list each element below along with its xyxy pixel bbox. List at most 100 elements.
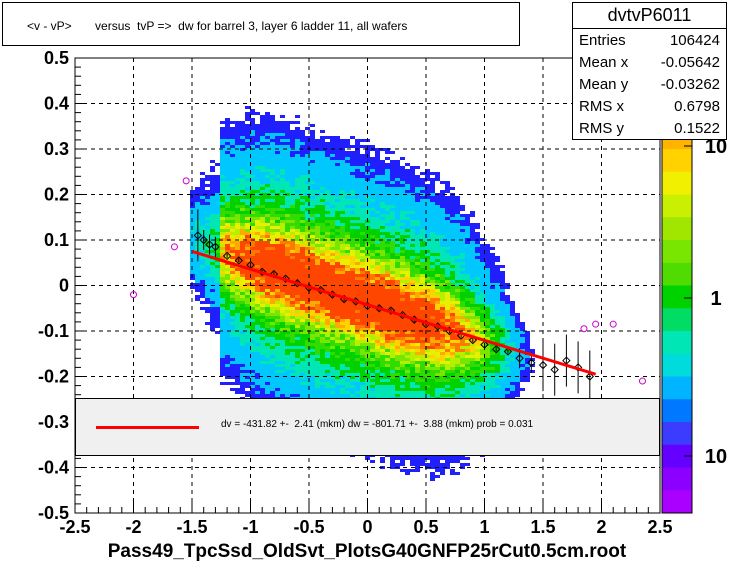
heatmap-cell — [430, 298, 435, 301]
heatmap-cell — [450, 352, 455, 355]
heatmap-cell — [195, 298, 200, 301]
heatmap-cell — [285, 361, 290, 364]
heatmap-cell — [335, 319, 340, 322]
heatmap-cell — [455, 316, 460, 319]
heatmap-cell — [370, 331, 375, 334]
heatmap-cell — [350, 190, 355, 193]
heatmap-cell — [295, 388, 300, 391]
heatmap-cell — [450, 337, 455, 340]
heatmap-cell — [375, 364, 380, 367]
heatmap-cell — [245, 283, 250, 286]
heatmap-cell — [300, 385, 305, 388]
heatmap-cell — [260, 289, 265, 292]
heatmap-cell — [430, 199, 435, 202]
heatmap-cell — [235, 130, 240, 133]
heatmap-cell — [315, 286, 320, 289]
heatmap-cell — [255, 295, 260, 298]
heatmap-cell — [380, 226, 385, 229]
heatmap-cell — [300, 334, 305, 337]
heatmap-cell — [430, 295, 435, 298]
heatmap-cell — [315, 292, 320, 295]
heatmap-cell — [225, 232, 230, 235]
heatmap-cell — [245, 187, 250, 190]
heatmap-cell — [450, 211, 455, 214]
heatmap-cell — [325, 256, 330, 259]
heatmap-cell — [235, 292, 240, 295]
heatmap-cell — [355, 205, 360, 208]
heatmap-cell — [290, 370, 295, 373]
heatmap-cell — [315, 358, 320, 361]
heatmap-cell — [315, 265, 320, 268]
heatmap-cell — [250, 190, 255, 193]
heatmap-cell — [220, 235, 225, 238]
heatmap-cell — [245, 229, 250, 232]
heatmap-cell — [365, 181, 370, 184]
heatmap-cell — [250, 352, 255, 355]
heatmap-cell — [350, 382, 355, 385]
heatmap-cell — [335, 190, 340, 193]
heatmap-cell — [230, 184, 235, 187]
heatmap-cell — [225, 274, 230, 277]
heatmap-cell — [240, 130, 245, 133]
heatmap-cell — [330, 268, 335, 271]
heatmap-cell — [200, 259, 205, 262]
heatmap-cell — [370, 346, 375, 349]
heatmap-cell — [200, 286, 205, 289]
heatmap-cell — [300, 352, 305, 355]
heatmap-cell — [240, 190, 245, 193]
heatmap-cell — [320, 136, 325, 139]
heatmap-cell — [345, 358, 350, 361]
heatmap-cell — [210, 271, 215, 274]
heatmap-cell — [225, 370, 230, 373]
heatmap-cell — [375, 217, 380, 220]
heatmap-cell — [285, 133, 290, 136]
heatmap-cell — [380, 331, 385, 334]
heatmap-cell — [265, 196, 270, 199]
heatmap-cell — [375, 241, 380, 244]
heatmap-cell — [250, 310, 255, 313]
heatmap-cell — [295, 169, 300, 172]
heatmap-cell — [280, 163, 285, 166]
heatmap-cell — [280, 382, 285, 385]
heatmap-cell — [355, 286, 360, 289]
heatmap-cell — [250, 256, 255, 259]
heatmap-cell — [210, 235, 215, 238]
heatmap-cell — [240, 217, 245, 220]
heatmap-cell — [325, 385, 330, 388]
heatmap-cell — [260, 139, 265, 142]
heatmap-cell — [210, 268, 215, 271]
heatmap-cell — [295, 298, 300, 301]
heatmap-cell — [380, 220, 385, 223]
heatmap-cell — [290, 313, 295, 316]
heatmap-cell — [205, 217, 210, 220]
heatmap-cell — [245, 316, 250, 319]
heatmap-cell — [215, 223, 220, 226]
heatmap-cell — [320, 169, 325, 172]
heatmap-cell — [350, 178, 355, 181]
heatmap-cell — [400, 274, 405, 277]
heatmap-cell — [290, 319, 295, 322]
heatmap-cell — [440, 268, 445, 271]
heatmap-cell — [305, 367, 310, 370]
heatmap-cell — [425, 301, 430, 304]
heatmap-cell — [390, 394, 395, 397]
heatmap-cell — [360, 385, 365, 388]
heatmap-cell — [405, 169, 410, 172]
heatmap-cell — [360, 211, 365, 214]
heatmap-cell — [235, 232, 240, 235]
heatmap-cell — [360, 367, 365, 370]
heatmap-cell — [360, 256, 365, 259]
heatmap-cell — [220, 349, 225, 352]
heatmap-cell — [225, 178, 230, 181]
heatmap-cell — [415, 322, 420, 325]
heatmap-cell — [280, 295, 285, 298]
heatmap-cell — [270, 193, 275, 196]
heatmap-cell — [435, 331, 440, 334]
heatmap-cell — [265, 283, 270, 286]
heatmap-cell — [310, 259, 315, 262]
heatmap-cell — [255, 253, 260, 256]
heatmap-cell — [365, 295, 370, 298]
heatmap-cell — [250, 382, 255, 385]
heatmap-cell — [390, 214, 395, 217]
heatmap-cell — [230, 178, 235, 181]
